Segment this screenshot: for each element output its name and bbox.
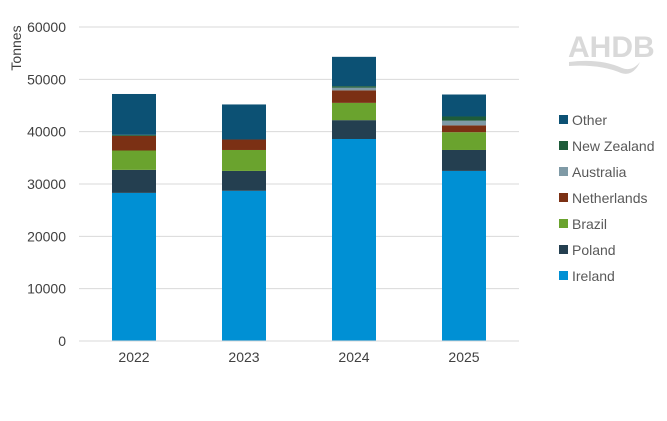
bar-segment-netherlands-2023 bbox=[222, 139, 266, 150]
x-tick-label: 2022 bbox=[118, 349, 149, 365]
legend-label: Brazil bbox=[572, 216, 607, 232]
bar-segment-ireland-2024 bbox=[332, 138, 376, 341]
y-tick-label: 60000 bbox=[27, 19, 66, 35]
bar-segment-brazil-2023 bbox=[222, 149, 266, 171]
legend-swatch bbox=[559, 115, 568, 124]
x-axis-ticks: 2022 2023 2024 2025 bbox=[118, 349, 479, 365]
bar-segment-netherlands-2024 bbox=[332, 90, 376, 103]
bar-segment-brazil-2022 bbox=[112, 150, 156, 170]
bar-segment-brazil-2024 bbox=[332, 102, 376, 121]
bar-segment-other-2022 bbox=[112, 93, 156, 135]
legend-swatch bbox=[559, 245, 568, 254]
legend-label: Netherlands bbox=[572, 190, 648, 206]
legend-item-netherlands: Netherlands bbox=[559, 190, 648, 206]
y-tick-label: 50000 bbox=[27, 71, 66, 87]
bar-segment-new-zealand-2024 bbox=[332, 86, 376, 88]
legend-item-poland: Poland bbox=[559, 242, 616, 258]
bars bbox=[112, 56, 486, 341]
y-tick-label: 30000 bbox=[27, 176, 66, 192]
legend-item-ireland: Ireland bbox=[559, 268, 615, 284]
legend-item-australia: Australia bbox=[559, 164, 627, 180]
legend-swatch bbox=[559, 219, 568, 228]
x-tick-label: 2023 bbox=[228, 349, 259, 365]
bar-segment-other-2024 bbox=[332, 56, 376, 87]
bar-segment-new-zealand-2025 bbox=[442, 116, 486, 121]
bar-segment-poland-2023 bbox=[222, 170, 266, 191]
y-axis-ticks: 0 10000 20000 30000 40000 50000 60000 bbox=[27, 19, 66, 349]
bar-segment-poland-2024 bbox=[332, 120, 376, 139]
x-tick-label: 2024 bbox=[338, 349, 369, 365]
bar-segment-ireland-2025 bbox=[442, 170, 486, 341]
bar-segment-new-zealand-2022 bbox=[112, 134, 156, 136]
legend-label: New Zealand bbox=[572, 138, 655, 154]
legend-swatch bbox=[559, 141, 568, 150]
legend-label: Poland bbox=[572, 242, 616, 258]
y-axis-title: Tonnes bbox=[8, 25, 24, 70]
legend-swatch bbox=[559, 193, 568, 202]
bar-segment-australia-2024 bbox=[332, 87, 376, 91]
legend-swatch bbox=[559, 271, 568, 280]
bar-segment-poland-2025 bbox=[442, 149, 486, 171]
bar-segment-poland-2022 bbox=[112, 169, 156, 193]
y-tick-label: 10000 bbox=[27, 281, 66, 297]
y-tick-label: 40000 bbox=[27, 124, 66, 140]
bar-segment-netherlands-2025 bbox=[442, 125, 486, 133]
legend: Other New Zealand Australia Netherlands Braz… bbox=[559, 112, 655, 284]
ahdb-logo-swoosh bbox=[569, 60, 640, 74]
legend-item-new-zealand: New Zealand bbox=[559, 138, 655, 154]
legend-item-other: Other bbox=[559, 112, 607, 128]
y-tick-label: 20000 bbox=[27, 228, 66, 244]
legend-label: Ireland bbox=[572, 268, 615, 284]
ahdb-logo-text: AHDB bbox=[568, 31, 655, 64]
legend-item-brazil: Brazil bbox=[559, 216, 607, 232]
legend-label: Australia bbox=[572, 164, 627, 180]
bar-segment-ireland-2022 bbox=[112, 192, 156, 341]
bar-segment-brazil-2025 bbox=[442, 132, 486, 150]
bar-segment-australia-2025 bbox=[442, 120, 486, 126]
x-tick-label: 2025 bbox=[448, 349, 479, 365]
bar-segment-other-2023 bbox=[222, 104, 266, 140]
y-tick-label: 0 bbox=[58, 333, 66, 349]
legend-swatch bbox=[559, 167, 568, 176]
bar-segment-other-2025 bbox=[442, 94, 486, 117]
bar-segment-ireland-2023 bbox=[222, 190, 266, 341]
bar-segment-netherlands-2022 bbox=[112, 135, 156, 151]
legend-label: Other bbox=[572, 112, 607, 128]
ahdb-logo: AHDB bbox=[568, 31, 655, 74]
